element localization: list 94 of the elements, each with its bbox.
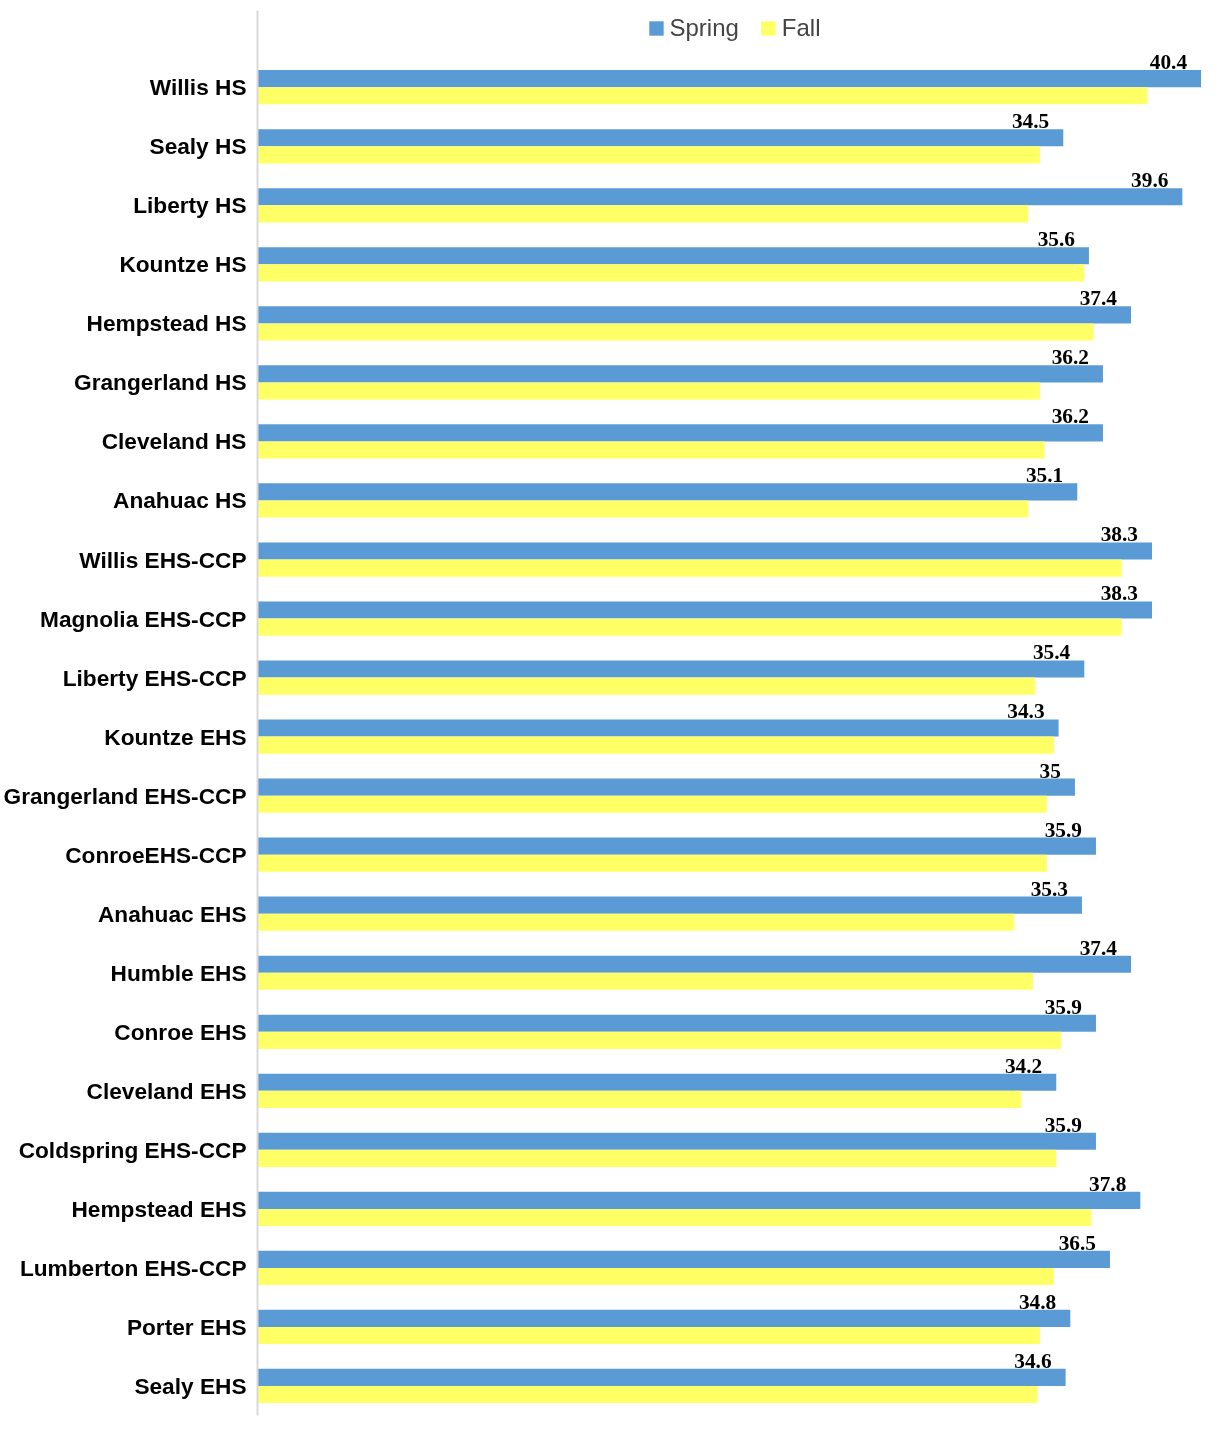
y-tick-label: Liberty HS	[133, 192, 247, 219]
data-label: 35.4	[1032, 640, 1071, 665]
y-tick-label: Cleveland HS	[101, 428, 247, 455]
data-label: 34.2	[1004, 1053, 1043, 1078]
data-label: 35.9	[1044, 1112, 1082, 1137]
bar	[257, 441, 1045, 459]
data-label: 38.3	[1100, 522, 1139, 547]
bar	[257, 264, 1085, 282]
bar	[257, 1031, 1061, 1049]
y-tick-label: Conroe EHS	[114, 1018, 247, 1045]
bar	[257, 1309, 1071, 1327]
bar	[257, 1191, 1141, 1209]
bar	[257, 618, 1122, 636]
legend-label: Spring	[669, 14, 739, 42]
bar	[257, 972, 1033, 990]
bar	[257, 896, 1082, 914]
y-tick-label: Porter EHS	[126, 1313, 247, 1340]
data-label: 39.6	[1131, 168, 1169, 193]
bar	[257, 778, 1075, 796]
y-tick-label: Willis EHS-CCP	[79, 546, 247, 573]
bar	[257, 306, 1131, 324]
bar	[257, 129, 1064, 147]
bar	[257, 719, 1059, 737]
data-label: 36.2	[1051, 404, 1089, 429]
data-label: 34.8	[1018, 1289, 1057, 1314]
bar	[257, 188, 1183, 206]
bar	[257, 70, 1202, 88]
bar	[257, 1368, 1066, 1386]
y-tick-label: Grangerland HS	[74, 369, 247, 396]
y-tick-label: Anahuac EHS	[97, 900, 247, 927]
data-label: 36.5	[1058, 1230, 1096, 1255]
bar	[257, 559, 1122, 577]
data-label: 40.4	[1149, 50, 1188, 75]
bar	[257, 1250, 1110, 1268]
data-label: 37.4	[1079, 286, 1118, 311]
bar	[257, 1208, 1092, 1226]
y-tick-label: Hempstead HS	[86, 310, 247, 337]
bar	[257, 205, 1029, 223]
bar	[257, 500, 1029, 518]
data-label: 35.9	[1044, 994, 1082, 1019]
data-label: 37.4	[1079, 935, 1118, 960]
y-tick-label: Cleveland EHS	[86, 1077, 247, 1104]
data-label: 35.9	[1044, 817, 1082, 842]
y-tick-label: Coldspring EHS-CCP	[18, 1136, 247, 1163]
y-tick-label: Sealy HS	[149, 133, 247, 160]
bar	[257, 1014, 1096, 1032]
bar	[257, 854, 1047, 872]
bar	[257, 736, 1054, 754]
bar	[257, 1132, 1096, 1150]
data-label: 35	[1039, 758, 1061, 783]
y-tick-label: Lumberton EHS-CCP	[19, 1254, 247, 1281]
y-tick-label: Willis HS	[149, 74, 247, 101]
y-tick-label: ConroeEHS-CCP	[65, 841, 247, 868]
data-label: 34.5	[1011, 109, 1050, 134]
bar	[257, 483, 1078, 501]
y-tick-label: Kountze HS	[119, 251, 247, 278]
bar	[257, 365, 1103, 383]
bar	[257, 542, 1153, 560]
y-tick-label: Grangerland EHS-CCP	[3, 782, 247, 809]
data-label: 38.3	[1100, 581, 1139, 606]
bar	[257, 87, 1148, 105]
y-tick-label: Anahuac HS	[113, 487, 247, 514]
y-tick-label: Liberty EHS-CCP	[62, 664, 247, 691]
data-label: 36.2	[1051, 345, 1089, 370]
data-label: 34.6	[1014, 1348, 1052, 1373]
bar	[257, 1326, 1040, 1345]
bar	[257, 146, 1040, 164]
bar	[257, 601, 1153, 619]
y-tick-label: Sealy EHS	[134, 1372, 247, 1399]
bar	[257, 677, 1036, 695]
data-label: 35.3	[1030, 876, 1068, 901]
bar	[257, 1073, 1057, 1091]
bar	[257, 323, 1094, 341]
y-tick-label: Humble EHS	[110, 959, 247, 986]
data-label: 34.3	[1007, 699, 1045, 724]
bar	[257, 795, 1047, 813]
bar	[257, 1385, 1038, 1404]
legend-label: Fall	[781, 14, 821, 42]
data-label: 37.8	[1089, 1171, 1127, 1196]
y-tick-label: Magnolia EHS-CCP	[40, 605, 247, 632]
bar	[257, 1090, 1022, 1108]
bar	[257, 424, 1103, 442]
data-label: 35.1	[1025, 463, 1064, 488]
bar	[257, 913, 1015, 931]
y-tick-label: Kountze EHS	[104, 723, 247, 750]
bar	[257, 955, 1131, 973]
y-tick-label: Hempstead EHS	[71, 1195, 247, 1222]
bar	[257, 1267, 1054, 1286]
data-label: 35.6	[1037, 227, 1076, 252]
bar	[257, 1149, 1057, 1167]
bar	[257, 837, 1096, 855]
bar	[257, 247, 1089, 265]
bar	[257, 660, 1085, 678]
bar	[257, 382, 1040, 400]
